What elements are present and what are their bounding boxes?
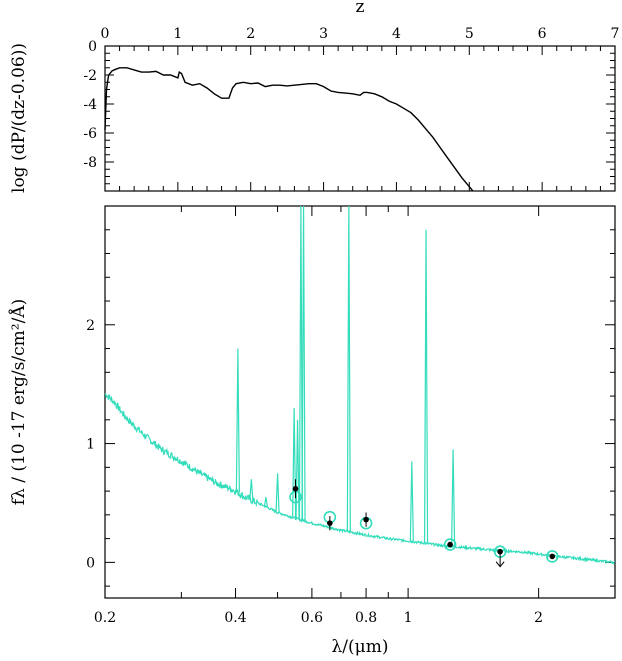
bottom-plot-frame [104,205,616,599]
sed-x-tick-label: 1 [404,610,413,626]
model-flux-circle [443,538,457,551]
sed-emission-line [301,206,306,521]
sed-emission-line [275,473,280,513]
probability-line [104,67,474,192]
photometry-point [549,553,556,560]
photometry-point [292,485,299,492]
sed-continuum [105,393,615,565]
top-y-tick-label: -6 [83,126,97,142]
redshift-axis-label: z [356,0,365,17]
top-x-tick-label: 0 [101,26,110,42]
sed-y-tick-label: 1 [86,437,95,453]
top-x-tick-label: 2 [246,26,255,42]
sed-emission-line [409,461,414,542]
photometry-point [497,548,503,555]
upper-limit-arrow [495,561,505,568]
sed-y-tick-label: 0 [86,555,95,571]
top-x-tick-label: 4 [392,26,401,42]
top-y-tick-label: -8 [83,155,97,171]
model-flux-circle [545,550,559,563]
sed-x-tick-label: 0.4 [224,610,246,626]
top-y-tick-label: -2 [83,68,97,84]
bottom-axis-ticks: 0.2 0.4 0.6 0.8 1 2 0 1 2 [86,206,616,626]
sed-panel: 0.2 0.4 0.6 0.8 1 2 0 1 2 λ/(μm) fλ / (10 -17 er… [8,205,616,657]
top-y-tick-label: -4 [83,97,97,113]
sed-emission-line [295,419,300,519]
wavelength-axis-label: λ/(μm) [332,637,389,657]
top-x-tick-label: 6 [538,26,547,42]
top-plot-frame [104,45,616,192]
redshift-probability-panel: 0 1 2 3 4 5 6 7 0 -2 -4 -6 -8 z log (dP/(dz-0.06)) [9,0,619,193]
sed-emission-line [451,449,456,547]
top-x-tick-label: 5 [465,26,474,42]
sed-emission-line [235,348,240,493]
sed-x-tick-label: 0.8 [355,610,377,626]
top-axis-ticks: 0 1 2 3 4 5 6 7 0 -2 -4 -6 -8 [83,26,619,191]
top-x-tick-label: 1 [173,26,182,42]
top-x-tick-label: 3 [319,26,328,42]
probability-axis-label: log (dP/(dz-0.06)) [9,43,29,193]
sed-emission-line [263,496,269,507]
flux-axis-label: fλ / (10 -17 erg/s/cm²/Å) [8,299,29,505]
sed-emission-line [298,206,304,520]
photometry-point [363,516,369,523]
redshift-probability-curve [104,67,474,192]
sed-emission-line [346,206,351,532]
photometry-point [447,541,453,548]
sed-x-tick-label: 0.6 [301,610,323,626]
sed-model-spectrum [105,206,615,565]
top-y-tick-label: 0 [88,39,97,55]
sed-x-tick-label: 2 [534,610,543,626]
sed-emission-line [423,229,429,544]
top-x-tick-label: 7 [611,26,620,42]
photometry-point [327,520,333,526]
sed-emission-line [249,479,254,501]
sed-x-tick-label: 0.2 [94,610,116,626]
sed-y-tick-label: 2 [86,318,95,334]
photometry-points [289,479,559,568]
